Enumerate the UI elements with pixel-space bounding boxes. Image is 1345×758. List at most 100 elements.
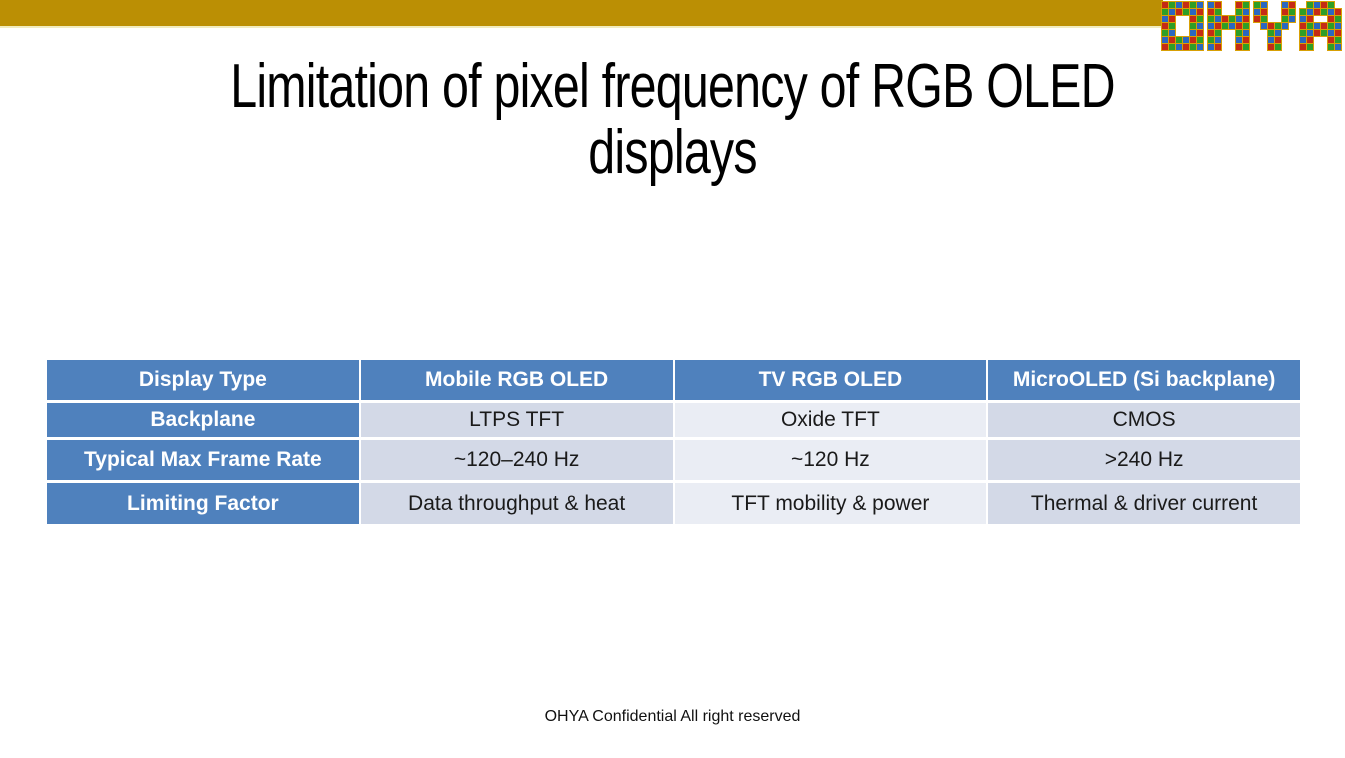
logo-tile [1196, 22, 1204, 30]
logo-letter-a [1299, 1, 1342, 51]
logo-tile [1214, 36, 1222, 44]
logo-tile [1175, 1, 1183, 9]
logo-tile [1327, 43, 1335, 51]
logo-tile [1161, 8, 1169, 16]
logo-tile [1168, 15, 1176, 23]
logo-tile [1189, 43, 1197, 51]
logo-tile [1182, 1, 1190, 9]
table-cell: ~120 Hz [674, 440, 987, 480]
logo-tile [1235, 29, 1243, 37]
table-row: Backplane LTPS TFT Oxide TFT CMOS [47, 403, 1300, 437]
logo-tile [1299, 36, 1307, 44]
logo-tile [1235, 22, 1243, 30]
logo-tile [1235, 43, 1243, 51]
logo-tile [1235, 36, 1243, 44]
logo-tile [1267, 36, 1275, 44]
logo-tile [1288, 15, 1296, 23]
logo-tile [1260, 8, 1268, 16]
logo-tile [1189, 22, 1197, 30]
logo-tile [1189, 29, 1197, 37]
table-cell: TFT mobility & power [674, 483, 987, 524]
logo-tile [1221, 15, 1229, 23]
logo-tile [1214, 15, 1222, 23]
logo-tile [1334, 22, 1342, 30]
logo-tile [1267, 43, 1275, 51]
logo-tile [1161, 36, 1169, 44]
logo-tile [1327, 29, 1335, 37]
logo-tile [1327, 1, 1335, 9]
row-label-cell: Backplane [47, 403, 359, 437]
logo-tile [1299, 29, 1307, 37]
logo-tile [1228, 15, 1236, 23]
slide-title-line1: Limitation of pixel frequency of RGB OLE… [230, 52, 1115, 121]
logo-tile [1334, 15, 1342, 23]
logo-tile [1189, 36, 1197, 44]
logo-tile [1242, 22, 1250, 30]
logo-tile [1306, 1, 1314, 9]
logo-tile [1320, 22, 1328, 30]
logo-tile [1260, 15, 1268, 23]
logo-tile [1281, 1, 1289, 9]
logo-tile [1288, 8, 1296, 16]
logo-tile [1196, 15, 1204, 23]
logo-tile [1327, 22, 1335, 30]
logo-tile [1299, 43, 1307, 51]
logo-tile [1242, 8, 1250, 16]
logo-tile [1242, 36, 1250, 44]
logo-tile [1306, 22, 1314, 30]
logo-tile [1168, 22, 1176, 30]
logo-tile [1221, 22, 1229, 30]
logo-tile [1214, 22, 1222, 30]
logo-tile [1242, 1, 1250, 9]
logo-tile [1189, 1, 1197, 9]
logo-tile [1260, 22, 1268, 30]
comparison-table: Display Type Mobile RGB OLED TV RGB OLED Mi… [45, 357, 1302, 527]
logo-tile [1281, 22, 1289, 30]
logo-tile [1274, 43, 1282, 51]
top-bar [0, 0, 1163, 28]
logo-tile [1320, 29, 1328, 37]
logo-tile [1182, 8, 1190, 16]
logo-tile [1274, 22, 1282, 30]
logo-tile [1207, 8, 1215, 16]
table-cell: LTPS TFT [360, 403, 673, 437]
logo-tile [1207, 43, 1215, 51]
logo-tile [1267, 22, 1275, 30]
logo-tile [1207, 29, 1215, 37]
slide-title-line2: displays [588, 118, 757, 187]
logo-tile [1196, 29, 1204, 37]
logo-tile [1306, 8, 1314, 16]
row-label-cell: Typical Max Frame Rate [47, 440, 359, 480]
logo-tile [1253, 8, 1261, 16]
logo-tile [1313, 29, 1321, 37]
logo-tile [1196, 36, 1204, 44]
logo-tile [1189, 15, 1197, 23]
table-cell: >240 Hz [988, 440, 1300, 480]
logo-tile [1182, 43, 1190, 51]
logo-tile [1313, 8, 1321, 16]
slide-title: Limitation of pixel frequency of RGB OLE… [148, 54, 1197, 186]
logo-tile [1235, 8, 1243, 16]
table-header-cell: TV RGB OLED [674, 360, 987, 400]
logo-tile [1327, 15, 1335, 23]
logo-tile [1189, 8, 1197, 16]
table-header-cell: MicroOLED (Si backplane) [988, 360, 1300, 400]
logo-tile [1235, 15, 1243, 23]
logo-tile [1313, 1, 1321, 9]
logo-tile [1334, 43, 1342, 51]
logo-tile [1260, 1, 1268, 9]
ohya-logo [1161, 1, 1342, 51]
logo-tile [1161, 43, 1169, 51]
table-cell: ~120–240 Hz [360, 440, 673, 480]
logo-tile [1242, 15, 1250, 23]
logo-tile [1214, 29, 1222, 37]
logo-tile [1274, 36, 1282, 44]
logo-tile [1306, 36, 1314, 44]
logo-letter-y [1253, 1, 1296, 51]
logo-tile [1168, 8, 1176, 16]
table-header-cell: Mobile RGB OLED [360, 360, 673, 400]
logo-tile [1267, 29, 1275, 37]
logo-tile [1299, 22, 1307, 30]
logo-tile [1281, 8, 1289, 16]
table-row: Limiting Factor Data throughput & heat TFT… [47, 483, 1300, 524]
